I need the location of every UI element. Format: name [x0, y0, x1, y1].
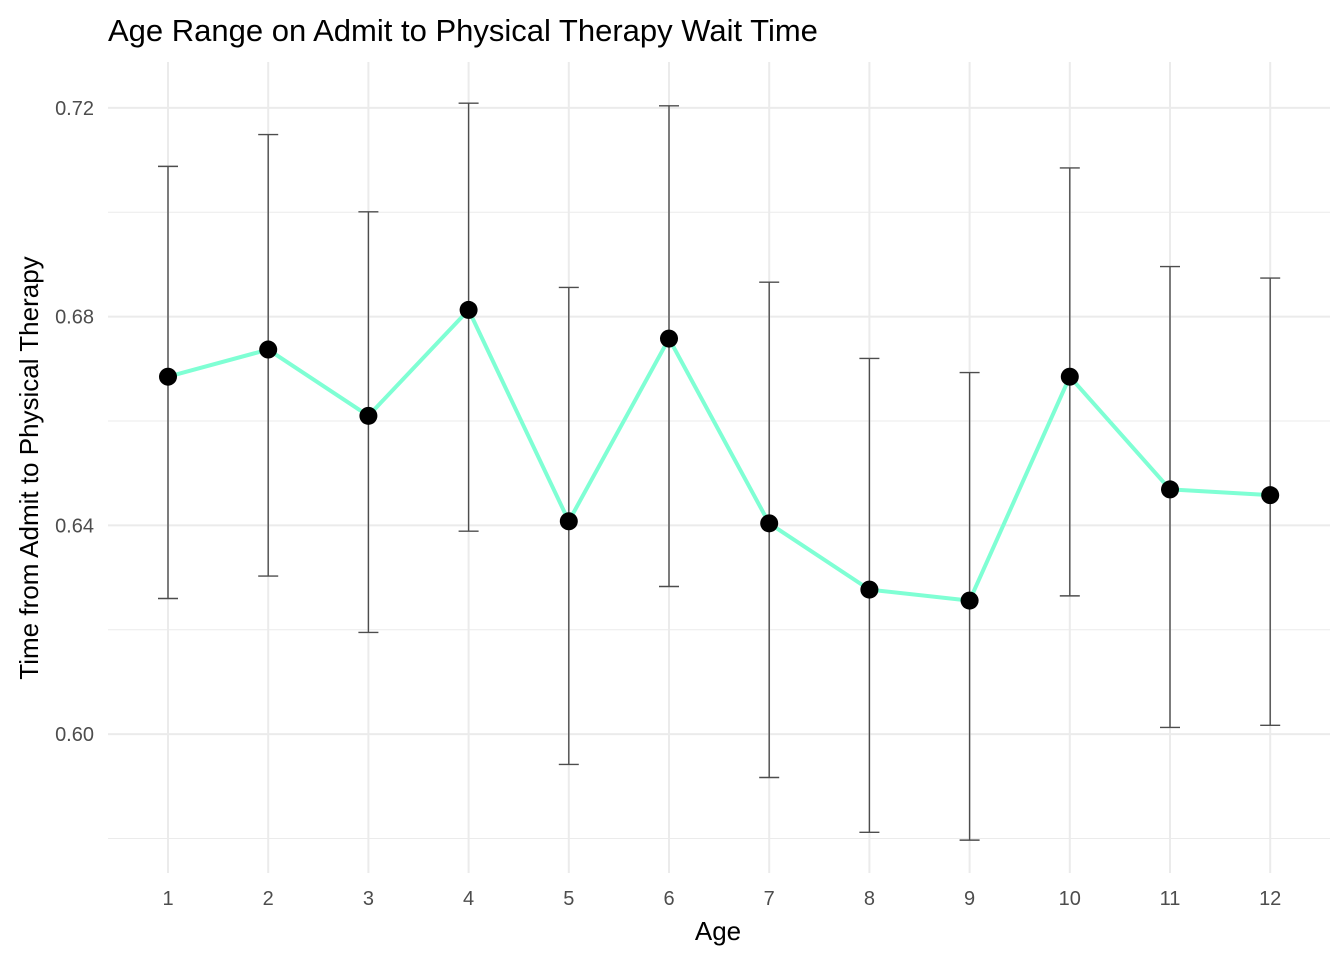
y-tick-label: 0.68	[55, 307, 94, 329]
data-point	[159, 367, 177, 386]
x-tick-label: 4	[463, 888, 474, 910]
x-tick-labels: 1 2 3 4 5 6 7 8 9 10 11 12	[162, 888, 1281, 910]
chart-title: Age Range on Admit to Physical Therapy W…	[108, 13, 818, 48]
x-tick-label: 8	[864, 888, 875, 910]
data-point	[760, 514, 779, 533]
x-tick-label: 2	[263, 888, 274, 910]
x-tick-label: 11	[1160, 888, 1181, 910]
data-point	[860, 580, 879, 599]
x-tick-label: 1	[162, 888, 173, 910]
data-point	[1261, 486, 1280, 505]
data-point	[1060, 367, 1079, 386]
grid-lines	[108, 62, 1330, 873]
y-axis-title: Time from Admit to Physical Therapy	[14, 256, 44, 679]
y-tick-label: 0.60	[55, 724, 94, 746]
x-tick-label: 6	[663, 888, 674, 910]
error-bars	[158, 102, 1281, 841]
x-tick-label: 9	[964, 888, 975, 910]
y-tick-labels: 0.60 0.64 0.68 0.72	[55, 98, 94, 746]
data-point	[660, 329, 678, 348]
data-points	[159, 300, 1280, 610]
data-point	[1161, 480, 1179, 499]
data-point	[259, 340, 278, 359]
data-point	[459, 300, 478, 319]
series-line-layer	[166, 307, 1273, 603]
x-tick-label: 3	[363, 888, 374, 910]
y-tick-label: 0.72	[55, 98, 94, 120]
x-tick-label: 7	[764, 888, 775, 910]
x-axis-title: Age	[695, 916, 741, 946]
series-line	[166, 307, 1273, 603]
x-tick-label: 10	[1059, 888, 1081, 910]
data-point	[359, 406, 378, 425]
data-point	[960, 591, 979, 610]
x-tick-label: 12	[1259, 888, 1281, 910]
data-point	[559, 512, 578, 531]
x-tick-label: 5	[563, 888, 574, 910]
y-tick-label: 0.64	[55, 515, 94, 537]
